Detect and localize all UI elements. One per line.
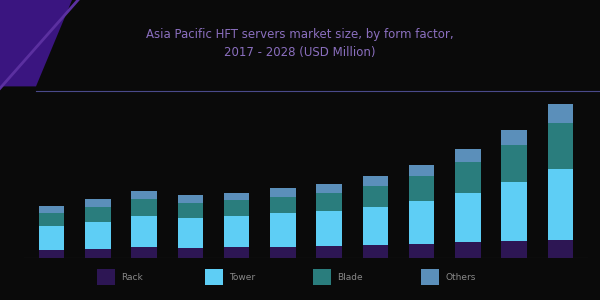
Bar [316,193,342,211]
FancyBboxPatch shape [421,269,439,285]
Bar [455,242,481,258]
Bar [224,216,250,247]
Bar [362,176,388,186]
Bar [39,226,64,250]
Bar [85,207,110,221]
Bar [39,206,64,213]
Text: Asia Pacific HFT servers market size, by form factor,
2017 - 2028 (USD Million): Asia Pacific HFT servers market size, by… [146,28,454,59]
FancyBboxPatch shape [97,269,115,285]
Bar [362,186,388,207]
Bar [548,169,573,240]
Text: Tower: Tower [229,273,256,282]
Bar [178,218,203,248]
Bar [362,207,388,245]
Bar [131,191,157,199]
Bar [85,248,110,258]
Bar [85,199,110,207]
Bar [224,247,250,258]
Bar [178,202,203,218]
Bar [502,182,527,241]
Bar [409,201,434,244]
Bar [409,176,434,201]
Bar [270,188,296,196]
Bar [39,250,64,258]
Bar [455,193,481,242]
Bar [270,247,296,258]
Text: Others: Others [445,273,476,282]
Bar [270,214,296,247]
Bar [316,211,342,246]
Bar [502,145,527,182]
Bar [178,195,203,203]
Bar [548,240,573,258]
Text: Blade: Blade [337,273,363,282]
Bar [548,104,573,123]
Bar [502,130,527,145]
Bar [224,200,250,216]
Bar [316,184,342,193]
Bar [548,123,573,169]
FancyBboxPatch shape [313,269,331,285]
Bar [455,162,481,193]
Text: Rack: Rack [121,273,143,282]
Bar [270,196,296,214]
Bar [316,246,342,258]
Bar [131,199,157,216]
FancyBboxPatch shape [205,269,223,285]
Bar [131,216,157,247]
Polygon shape [0,0,72,86]
Bar [409,165,434,176]
Bar [502,241,527,258]
Bar [39,213,64,226]
Bar [178,248,203,258]
Bar [224,193,250,200]
Bar [85,221,110,248]
Bar [455,149,481,162]
Bar [409,244,434,258]
Bar [131,247,157,258]
Bar [362,245,388,258]
